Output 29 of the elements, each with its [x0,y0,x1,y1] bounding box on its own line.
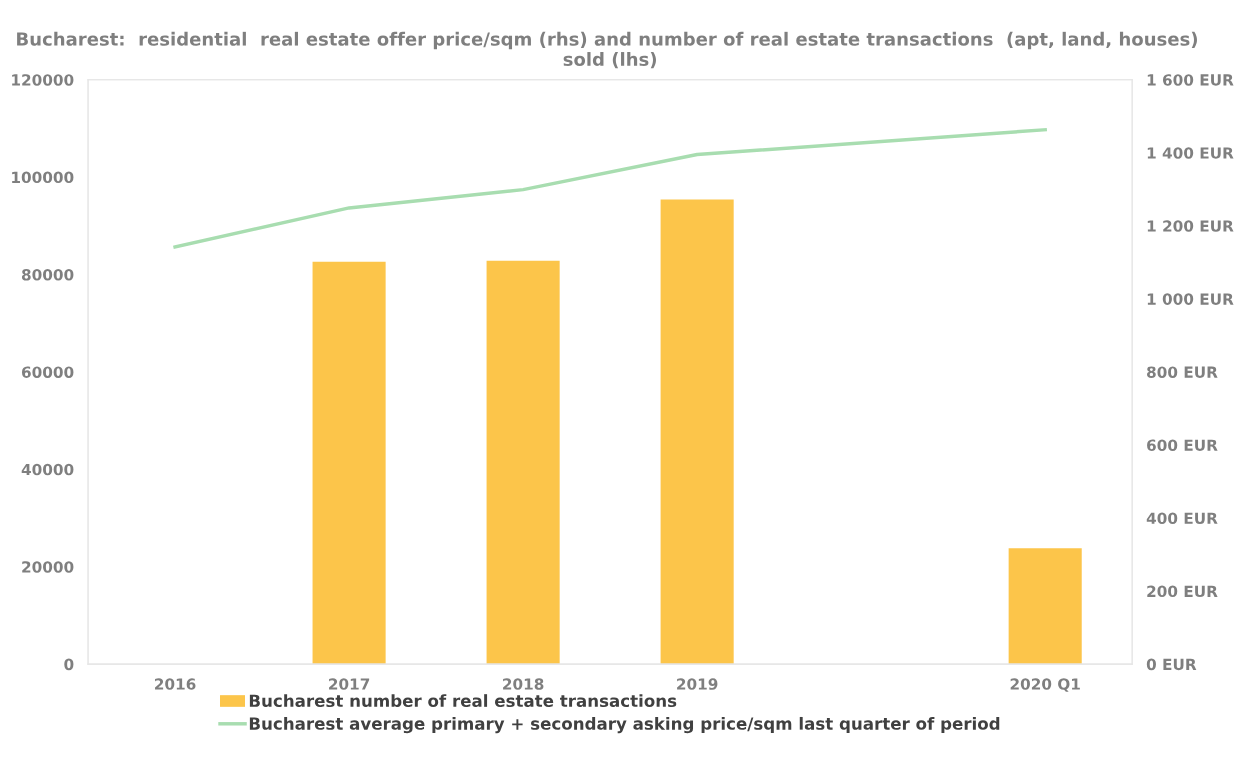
y-tick-label: 100000 [12,171,74,184]
y2-tick-label: 1 600 EUR [1147,74,1234,86]
bar [1008,548,1082,665]
y-tick-label: 80000 [21,268,74,281]
y-tick-label: 0 [64,658,74,671]
y-tick-label: 60000 [21,366,74,378]
y2-tick-label: 200 EUR [1147,585,1218,598]
x-tick-label: 2016 [155,678,196,690]
x-tick-label: 2019 [677,678,718,690]
x-tick-label: 2018 [503,678,544,690]
y2-tick-label: 0 EUR [1146,658,1197,671]
bar [312,261,386,665]
y-tick-label: 40000 [21,463,74,476]
y2-tick-label: 400 EUR [1146,512,1218,525]
x-tick-label: 2017 [329,678,370,690]
y-tick-label: 120000 [12,74,74,86]
y2-tick-label: 600 EUR [1147,439,1218,451]
line-series [173,128,1047,249]
y2-tick-label: 1 400 EUR [1147,147,1234,159]
bar [660,199,734,665]
y-tick-label: 20000 [22,561,74,573]
chart-title: Bucharest: residential real estate offer price/sqm (rhs) and number of real estate transactions (apt, land, houses) sold (lhs) [17,31,1197,69]
bar [486,260,560,665]
legend-label: Bucharest number of real estate transactions [249,694,677,708]
x-tick-label: 2020 Q1 [1010,678,1080,692]
y2-tick-label: 1 000 EUR [1147,293,1234,305]
legend-label: Bucharest average primary + secondary asking price/sqm last quarter of period [249,716,1000,734]
y2-tick-label: 1 200 EUR [1147,220,1234,232]
y2-tick-label: 800 EUR [1147,366,1218,378]
